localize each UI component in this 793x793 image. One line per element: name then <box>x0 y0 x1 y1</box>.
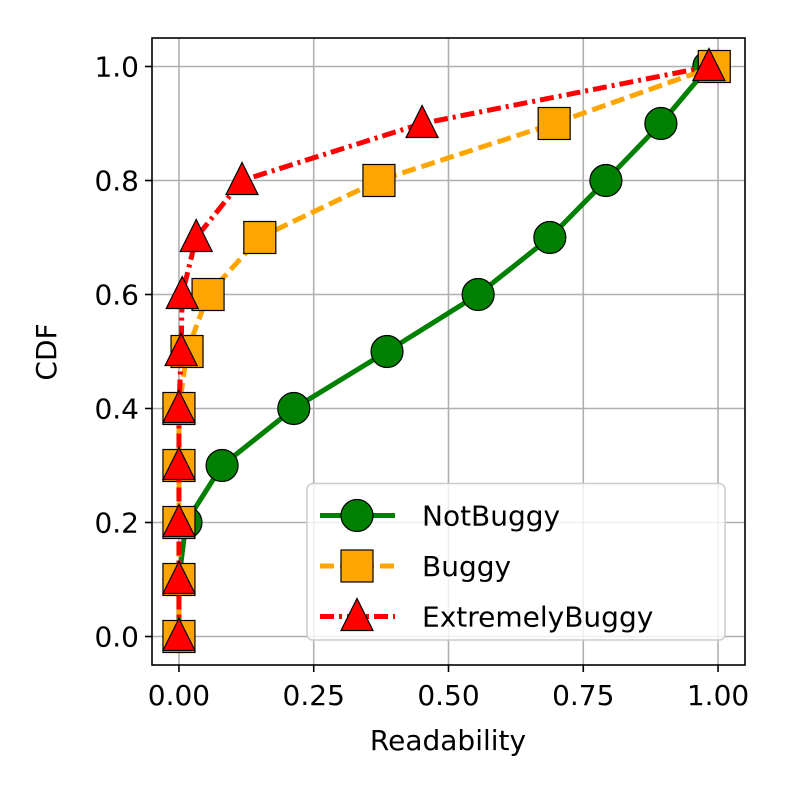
marker <box>191 277 225 312</box>
marker <box>161 446 196 481</box>
legend-label: NotBuggy <box>422 500 560 533</box>
y-tick-label: 0.8 <box>94 165 139 198</box>
marker <box>205 448 239 483</box>
marker <box>243 220 277 255</box>
marker <box>370 334 404 369</box>
marker <box>161 617 196 652</box>
x-tick-label: 1.00 <box>687 679 749 712</box>
marker <box>161 560 196 595</box>
legend-marker <box>340 597 374 632</box>
marker <box>533 220 567 255</box>
y-tick-label: 0.0 <box>94 621 139 654</box>
series-line <box>176 64 710 637</box>
marker <box>161 503 196 538</box>
marker <box>165 275 200 310</box>
marker <box>461 277 495 312</box>
marker <box>362 163 396 198</box>
legend-marker <box>340 498 374 533</box>
marker <box>589 163 623 198</box>
marker <box>691 47 726 82</box>
y-tick-label: 0.2 <box>94 507 139 540</box>
marker <box>405 104 440 139</box>
y-axis-label: CDF <box>30 323 63 380</box>
x-axis-label: Readability <box>370 724 526 757</box>
x-tick-label: 0.25 <box>283 679 345 712</box>
x-tick-label: 0.50 <box>417 679 479 712</box>
plot-frame <box>151 37 746 666</box>
x-tick-label: 0.00 <box>148 679 210 712</box>
marker <box>644 106 678 141</box>
y-tick-label: 0.4 <box>94 393 139 426</box>
legend-label: ExtremelyBuggy <box>422 601 653 634</box>
legend-box <box>306 482 726 641</box>
marker <box>537 106 571 141</box>
marker <box>179 218 214 253</box>
legend-label: Buggy <box>422 550 511 583</box>
y-tick-label: 1.0 <box>94 51 139 84</box>
marker <box>277 391 311 426</box>
marker <box>164 332 199 367</box>
y-tick-label: 0.6 <box>94 279 139 312</box>
marker <box>225 161 259 196</box>
x-tick-label: 0.75 <box>552 679 614 712</box>
legend-marker <box>340 549 374 583</box>
marker <box>161 389 196 424</box>
